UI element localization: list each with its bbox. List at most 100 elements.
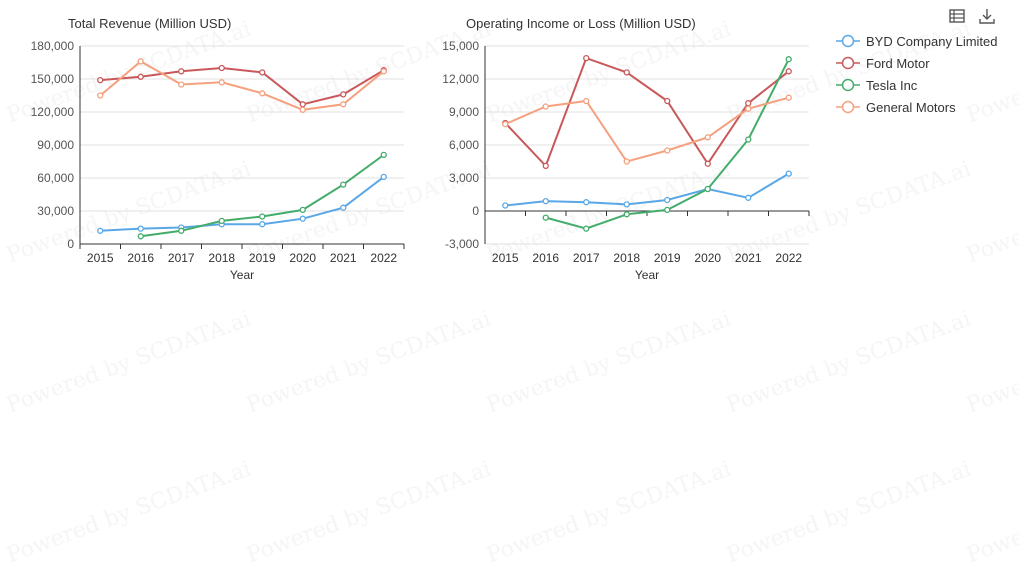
data-point bbox=[542, 214, 549, 221]
legend-label: General Motors bbox=[866, 99, 956, 115]
data-point bbox=[745, 194, 752, 201]
y-tick-label: 120,000 bbox=[31, 105, 75, 119]
legend-marker-icon bbox=[836, 78, 860, 92]
y-tick-label: 3,000 bbox=[449, 171, 479, 185]
legend-item-gm[interactable]: General Motors bbox=[836, 96, 998, 118]
data-point bbox=[664, 147, 671, 154]
data-point bbox=[137, 73, 144, 80]
chart-title-revenue: Total Revenue (Million USD) bbox=[68, 16, 232, 31]
series-line-tesla-inc bbox=[545, 58, 790, 230]
chart-toolbar bbox=[948, 7, 996, 25]
legend-item-ford[interactable]: Ford Motor bbox=[836, 52, 998, 74]
legend-marker-icon bbox=[836, 34, 860, 48]
y-tick-label: 90,000 bbox=[37, 138, 74, 152]
x-tick-label: 2017 bbox=[168, 251, 195, 265]
x-tick-label: 2017 bbox=[573, 251, 600, 265]
x-tick-label: 2018 bbox=[613, 251, 640, 265]
data-point bbox=[502, 120, 509, 128]
series-line-byd-company-limited bbox=[505, 172, 790, 207]
data-point bbox=[704, 185, 711, 193]
data-point bbox=[745, 136, 752, 143]
data-point bbox=[340, 204, 347, 211]
series-line-general-motors bbox=[504, 96, 790, 163]
data-point bbox=[137, 58, 144, 65]
chart-title-operating-income: Operating Income or Loss (Million USD) bbox=[466, 16, 696, 31]
legend-label: BYD Company Limited bbox=[866, 33, 998, 49]
data-point bbox=[745, 100, 752, 107]
data-point bbox=[583, 97, 590, 105]
data-point bbox=[259, 90, 266, 97]
legend-item-byd[interactable]: BYD Company Limited bbox=[836, 30, 998, 52]
data-point bbox=[502, 202, 509, 209]
data-point bbox=[664, 97, 671, 105]
x-tick-label: 2015 bbox=[492, 251, 519, 265]
x-tick-label: 2020 bbox=[694, 251, 721, 265]
x-tick-label: 2019 bbox=[654, 251, 681, 265]
x-tick-label: 2022 bbox=[370, 251, 397, 265]
y-tick-label: 150,000 bbox=[31, 72, 75, 86]
data-point bbox=[785, 56, 792, 63]
data-point bbox=[178, 68, 185, 75]
legend-item-tesla[interactable]: Tesla Inc bbox=[836, 74, 998, 96]
y-tick-label: 9,000 bbox=[449, 105, 479, 119]
data-point bbox=[97, 227, 104, 234]
data-point bbox=[785, 68, 792, 75]
y-tick-label: -3,000 bbox=[445, 237, 479, 251]
data-point bbox=[299, 106, 306, 113]
data-point bbox=[340, 101, 347, 108]
series-line-byd-company-limited bbox=[100, 176, 385, 232]
data-point bbox=[542, 162, 549, 170]
data-point bbox=[137, 233, 144, 240]
legend: BYD Company Limited Ford Motor Tesla Inc… bbox=[836, 30, 998, 118]
data-point bbox=[259, 213, 266, 220]
legend-marker-icon bbox=[836, 100, 860, 114]
download-icon[interactable] bbox=[978, 7, 996, 25]
x-axis-label: Year bbox=[635, 268, 659, 282]
data-point bbox=[380, 173, 387, 181]
y-tick-label: 6,000 bbox=[449, 138, 479, 152]
data-point bbox=[623, 69, 630, 76]
series-line-general-motors bbox=[99, 60, 385, 111]
data-point bbox=[137, 225, 144, 232]
data-point bbox=[340, 181, 347, 188]
data-point bbox=[623, 158, 630, 165]
data-point bbox=[299, 215, 306, 222]
data-point bbox=[218, 79, 225, 86]
y-tick-label: 30,000 bbox=[37, 204, 74, 218]
data-point bbox=[542, 103, 549, 110]
x-tick-label: 2021 bbox=[735, 251, 762, 265]
data-point bbox=[178, 81, 185, 88]
y-tick-label: 60,000 bbox=[37, 171, 74, 185]
data-point bbox=[380, 151, 387, 159]
legend-label: Ford Motor bbox=[866, 55, 930, 71]
data-point bbox=[583, 199, 590, 206]
data-point bbox=[380, 68, 387, 75]
data-point bbox=[623, 211, 630, 218]
data-point bbox=[299, 101, 306, 108]
data-point bbox=[259, 221, 266, 228]
data-point bbox=[583, 54, 590, 62]
x-tick-label: 2022 bbox=[775, 251, 802, 265]
y-tick-label: 12,000 bbox=[442, 72, 479, 86]
x-tick-label: 2019 bbox=[249, 251, 276, 265]
data-point bbox=[340, 91, 347, 98]
data-point bbox=[218, 217, 225, 225]
data-point bbox=[259, 69, 266, 76]
data-point bbox=[785, 170, 792, 177]
data-point bbox=[623, 201, 630, 208]
x-tick-label: 2016 bbox=[532, 251, 559, 265]
legend-marker-icon bbox=[836, 56, 860, 70]
data-point bbox=[299, 206, 306, 214]
x-tick-label: 2020 bbox=[289, 251, 316, 265]
data-point bbox=[218, 64, 225, 72]
data-view-icon[interactable] bbox=[948, 7, 966, 25]
data-point bbox=[785, 94, 792, 101]
y-tick-label: 0 bbox=[67, 237, 74, 251]
data-point bbox=[542, 197, 549, 205]
data-point bbox=[178, 227, 185, 234]
y-tick-label: 15,000 bbox=[442, 39, 479, 53]
legend-label: Tesla Inc bbox=[866, 77, 918, 93]
x-axis-label: Year bbox=[230, 268, 254, 282]
y-tick-label: 0 bbox=[472, 204, 479, 218]
